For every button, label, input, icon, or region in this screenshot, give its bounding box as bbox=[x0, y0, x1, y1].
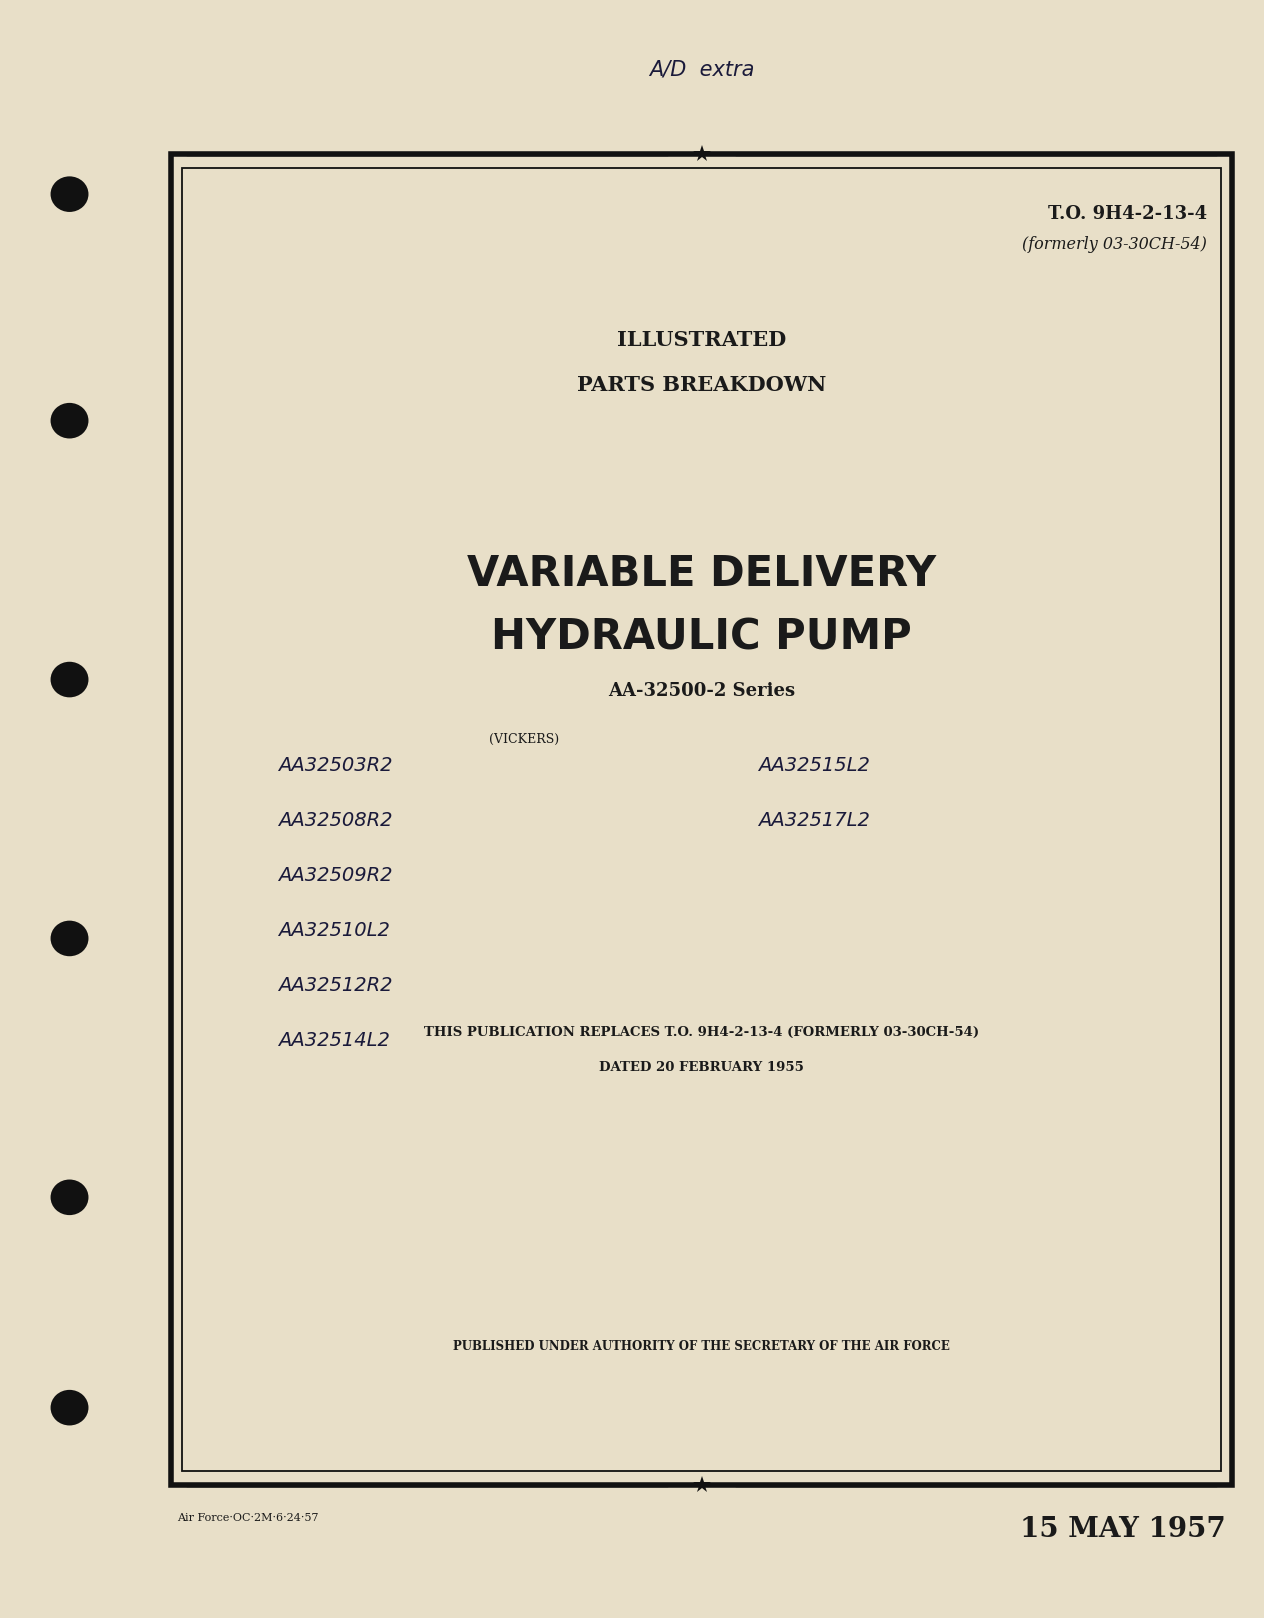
Ellipse shape bbox=[51, 662, 88, 697]
Text: (formerly 03-30CH-54): (formerly 03-30CH-54) bbox=[1023, 236, 1207, 252]
Text: (VICKERS): (VICKERS) bbox=[489, 733, 560, 746]
Text: AA32517L2: AA32517L2 bbox=[758, 811, 871, 830]
Text: AA32508R2: AA32508R2 bbox=[278, 811, 393, 830]
Text: PUBLISHED UNDER AUTHORITY OF THE SECRETARY OF THE AIR FORCE: PUBLISHED UNDER AUTHORITY OF THE SECRETA… bbox=[453, 1340, 951, 1353]
Bar bbox=[171, 154, 1232, 1485]
Text: AA32512R2: AA32512R2 bbox=[278, 976, 393, 995]
Text: HYDRAULIC PUMP: HYDRAULIC PUMP bbox=[492, 616, 911, 659]
Text: THIS PUBLICATION REPLACES T.O. 9H4-2-13-4 (FORMERLY 03-30CH-54): THIS PUBLICATION REPLACES T.O. 9H4-2-13-… bbox=[423, 1026, 980, 1039]
Ellipse shape bbox=[51, 403, 88, 438]
Ellipse shape bbox=[51, 921, 88, 956]
Text: Air Force·OC·2M·6·24·57: Air Force·OC·2M·6·24·57 bbox=[177, 1513, 319, 1523]
Text: A/D  extra: A/D extra bbox=[648, 60, 755, 79]
Ellipse shape bbox=[51, 1180, 88, 1215]
Text: T.O. 9H4-2-13-4: T.O. 9H4-2-13-4 bbox=[1048, 204, 1207, 223]
Text: AA32515L2: AA32515L2 bbox=[758, 756, 871, 775]
Text: AA-32500-2 Series: AA-32500-2 Series bbox=[608, 681, 795, 701]
Text: AA32514L2: AA32514L2 bbox=[278, 1031, 391, 1050]
Ellipse shape bbox=[51, 1390, 88, 1425]
Text: AA32503R2: AA32503R2 bbox=[278, 756, 393, 775]
Text: ILLUSTRATED: ILLUSTRATED bbox=[617, 330, 786, 349]
Ellipse shape bbox=[51, 176, 88, 212]
Text: PARTS BREAKDOWN: PARTS BREAKDOWN bbox=[576, 375, 827, 395]
Bar bbox=[182, 168, 1221, 1471]
Text: AA32510L2: AA32510L2 bbox=[278, 921, 391, 940]
Text: VARIABLE DELIVERY: VARIABLE DELIVERY bbox=[466, 553, 937, 595]
Text: DATED 20 FEBRUARY 1955: DATED 20 FEBRUARY 1955 bbox=[599, 1061, 804, 1074]
Text: 15 MAY 1957: 15 MAY 1957 bbox=[1020, 1516, 1226, 1542]
Text: AA32509R2: AA32509R2 bbox=[278, 866, 393, 885]
